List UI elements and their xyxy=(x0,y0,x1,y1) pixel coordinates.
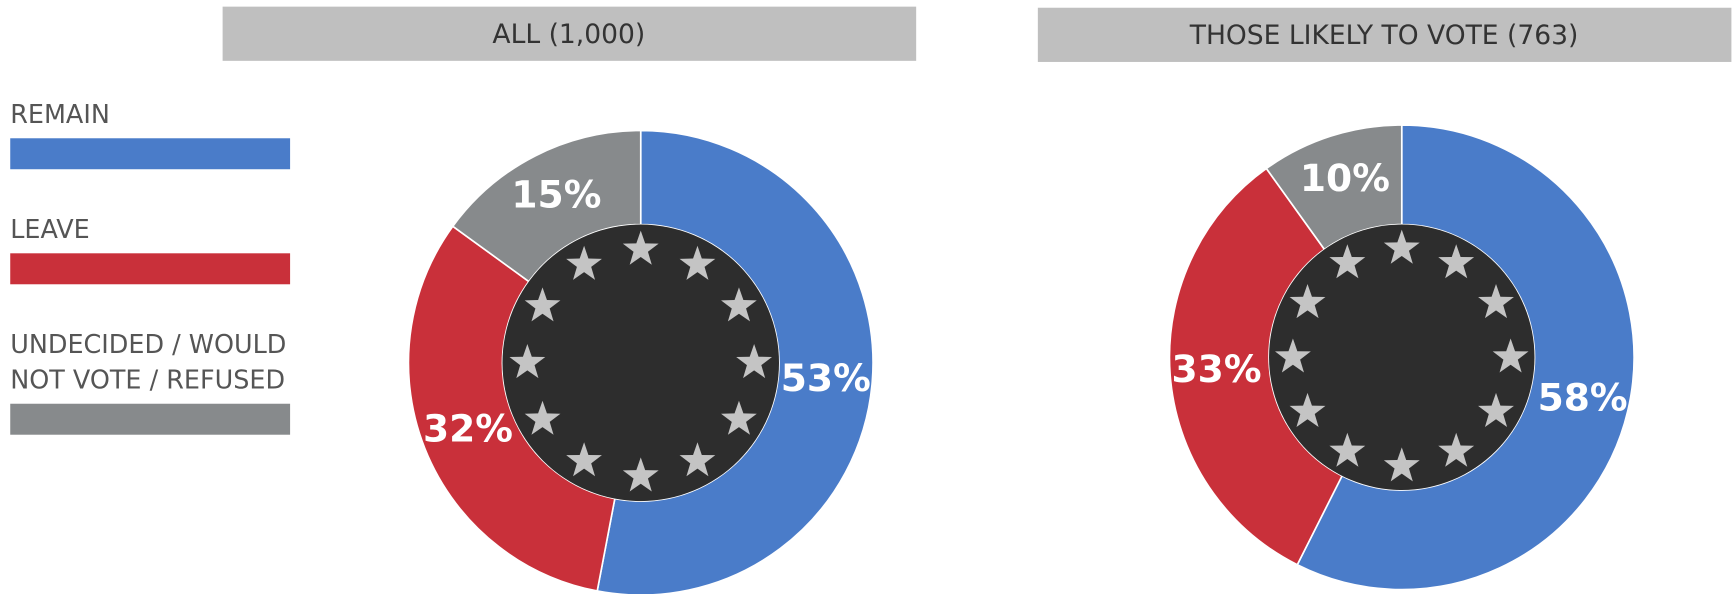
eu-star xyxy=(1478,392,1514,427)
legend-swatch xyxy=(10,253,291,285)
eu-star xyxy=(1478,284,1514,319)
eu-star xyxy=(566,442,602,477)
eu-star xyxy=(1329,244,1366,279)
chart-title: ALL (1,000) xyxy=(492,19,645,50)
eu-star xyxy=(1383,229,1420,264)
data-label: 15% xyxy=(511,173,601,217)
eu-star xyxy=(524,287,561,322)
eu-star xyxy=(1329,432,1366,467)
legend-label: LEAVE xyxy=(10,214,90,244)
chart-header xyxy=(222,6,917,61)
data-label: 53% xyxy=(781,356,871,400)
legend-swatch xyxy=(10,403,291,435)
eu-star xyxy=(1438,244,1475,279)
data-label: 32% xyxy=(423,407,513,451)
eu-star xyxy=(736,344,773,379)
chart-header xyxy=(1037,7,1732,62)
legend-swatch xyxy=(10,138,291,170)
data-label: 10% xyxy=(1300,156,1390,200)
eu-star xyxy=(1492,338,1529,373)
legend-label-line: REMAIN xyxy=(10,99,110,129)
eu-star xyxy=(1438,432,1475,467)
legend-label: UNDECIDED / WOULD NOT VOTE / REFUSED xyxy=(10,329,286,394)
eu-circle xyxy=(502,224,780,502)
eu-circle xyxy=(1269,224,1535,491)
legend-label-line: UNDECIDED / WOULD xyxy=(10,329,286,359)
eu-star xyxy=(1289,392,1326,427)
eu-star xyxy=(622,457,659,492)
data-label: 58% xyxy=(1538,376,1628,420)
eu-star xyxy=(622,230,659,265)
eu-star xyxy=(566,245,602,280)
eu-star xyxy=(679,245,716,280)
eu-star xyxy=(721,287,757,322)
legend-label: REMAIN xyxy=(10,99,110,129)
legend-label-line: NOT VOTE / REFUSED xyxy=(10,365,285,395)
eu-star xyxy=(1383,447,1420,482)
chart-title: THOSE LIKELY TO VOTE (763) xyxy=(1189,20,1579,51)
eu-star xyxy=(524,400,561,435)
legend-label-line: LEAVE xyxy=(10,214,90,244)
pie-slice xyxy=(407,225,616,592)
eu-star xyxy=(721,400,757,435)
eu-star xyxy=(1289,284,1326,319)
eu-star xyxy=(1275,338,1311,373)
eu-star xyxy=(509,344,546,379)
eu-star xyxy=(679,442,716,477)
data-label: 33% xyxy=(1172,347,1262,391)
